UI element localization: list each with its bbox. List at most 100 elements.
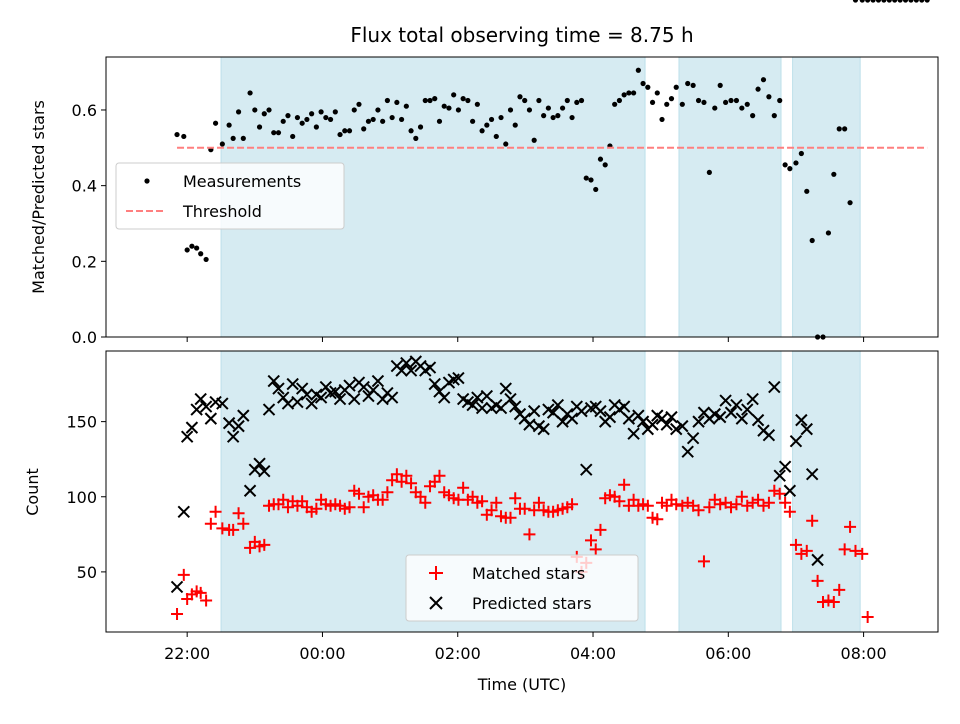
ratio-legend: Measurements Threshold <box>115 162 345 230</box>
matched-stars-point <box>504 511 517 524</box>
matched-stars-point <box>861 610 874 623</box>
matched-stars-point <box>258 538 271 551</box>
measurements-point <box>240 135 246 141</box>
observing-windows-top <box>220 56 861 338</box>
predicted-stars-point <box>627 427 640 440</box>
matched-stars-point <box>419 496 432 509</box>
predicted-stars-point <box>272 382 285 395</box>
matched-stars-point <box>296 495 309 508</box>
y-tick-label: 0.0 <box>72 328 97 347</box>
matched-stars-point <box>428 475 441 488</box>
predicted-stars-point <box>216 397 229 410</box>
observing-window-band <box>678 350 782 633</box>
y-tick-label: 0.2 <box>72 252 97 271</box>
measurements-point <box>733 97 740 104</box>
matched-stars-point <box>773 487 786 500</box>
matched-stars-point <box>457 481 470 494</box>
matched-stars-point <box>216 522 229 535</box>
counts-series <box>171 356 874 623</box>
matched-stars-point <box>237 517 250 530</box>
ratio-y-axis-label: Matched/Predicted stars <box>29 100 48 294</box>
predicted-stars-point <box>286 377 299 391</box>
measurements-point <box>559 105 566 111</box>
measurements-point <box>318 109 324 115</box>
measurements-point <box>313 124 319 130</box>
measurements-point <box>654 90 660 96</box>
counts-legend-box <box>405 554 639 622</box>
matched-stars-point <box>822 594 835 607</box>
measurements-point <box>870 0 876 3</box>
measurements-point <box>602 162 608 168</box>
legend-label-predicted: Predicted stars <box>472 594 592 613</box>
measurements-point <box>526 107 533 113</box>
legend-label-matched: Matched stars <box>472 564 585 583</box>
predicted-stars-point <box>253 457 266 470</box>
predicted-stars-point <box>551 398 565 412</box>
predicted-stars-point <box>222 416 236 430</box>
predicted-stars-point <box>811 553 824 567</box>
matched-stars-point <box>244 541 257 554</box>
ratio-legend-box <box>115 162 345 230</box>
measurements-point <box>226 122 232 128</box>
legend-marker-matched <box>429 566 443 580</box>
predicted-stars-point <box>805 468 819 481</box>
measurements-point <box>484 122 490 128</box>
matched-stars-point <box>352 487 365 500</box>
measurements-point <box>723 99 729 106</box>
measurements-point <box>212 120 219 126</box>
measurements-point <box>673 84 679 90</box>
measurements-point <box>285 113 291 119</box>
matched-stars-point <box>817 595 830 608</box>
matched-stars-point <box>227 523 240 536</box>
measurements-point <box>685 80 691 87</box>
predicted-stars-point <box>480 389 494 403</box>
predicted-stars-point <box>466 398 479 412</box>
y-tick-label: 0.4 <box>72 177 97 196</box>
matched-stars-point <box>613 495 626 508</box>
x-tick-label: 08:00 <box>841 644 887 663</box>
matched-stars-point <box>405 477 418 490</box>
matched-stars-point <box>762 496 775 509</box>
measurements-point <box>327 116 334 123</box>
predicted-stars-point <box>494 401 508 415</box>
predicted-stars-point <box>504 392 517 406</box>
measurements-point <box>181 133 187 140</box>
matched-stars-point <box>833 583 846 596</box>
measurements-point <box>203 256 209 263</box>
measurements-point <box>403 103 409 109</box>
y-tick-label: 50 <box>77 563 97 582</box>
measurements-point <box>465 97 471 104</box>
x-tick-label: 00:00 <box>299 644 345 663</box>
observing-window-band <box>792 350 861 633</box>
measurements-point <box>361 126 367 132</box>
predicted-stars-point <box>692 415 705 428</box>
matched-stars-point <box>390 468 403 481</box>
measurements-point <box>370 116 376 123</box>
predicted-stars-point <box>348 392 361 406</box>
matched-stars-point <box>194 586 207 599</box>
measurements-point <box>798 150 804 157</box>
measurements-point <box>583 175 589 181</box>
predicted-stars-point <box>366 383 380 397</box>
measurements-point <box>342 128 348 134</box>
matched-stars-point <box>490 496 503 509</box>
legend-label-threshold: Threshold <box>182 202 262 221</box>
measurements-point <box>793 160 799 166</box>
matched-stars-point <box>381 486 394 499</box>
observing-window-band <box>678 56 782 338</box>
predicted-stars-point <box>357 380 370 394</box>
measurements-point <box>668 96 675 102</box>
predicted-stars-point <box>746 392 759 406</box>
predicted-stars-point <box>783 484 797 497</box>
predicted-stars-point <box>527 404 541 418</box>
measurements-point <box>441 103 447 109</box>
measurements-point <box>555 113 561 119</box>
measurements-point <box>728 97 734 104</box>
measurements-point <box>919 0 925 3</box>
matched-stars-point <box>518 502 531 515</box>
predicted-stars-point <box>262 403 276 416</box>
matched-stars-point <box>730 498 743 511</box>
predicted-stars-point <box>291 395 304 409</box>
measurements-point <box>771 113 777 119</box>
matched-stars-point <box>232 507 245 520</box>
